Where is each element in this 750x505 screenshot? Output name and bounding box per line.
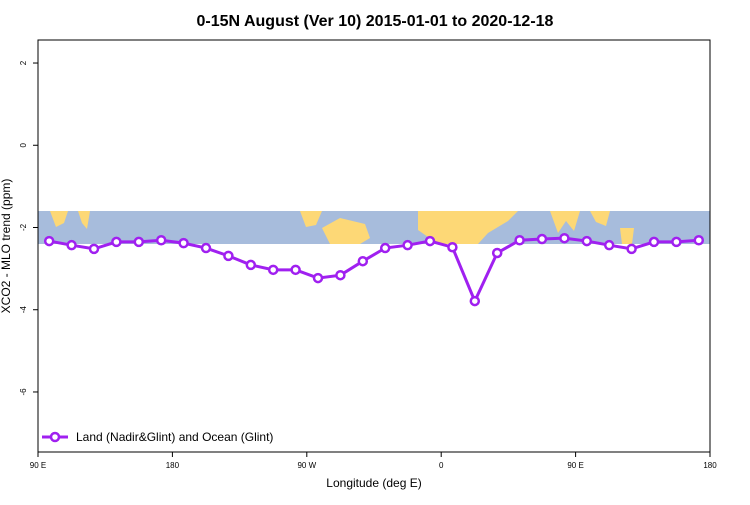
point — [559, 232, 570, 244]
point — [245, 259, 257, 271]
point — [357, 255, 369, 267]
x-axis-label: Longitude (deg E) — [326, 476, 421, 490]
point — [290, 264, 301, 276]
y-tick-label: -2 — [19, 223, 28, 231]
point — [223, 250, 234, 262]
point — [133, 236, 145, 248]
y-tick-label: 0 — [19, 142, 28, 147]
legend-label: Land (Nadir&Glint) and Ocean (Glint) — [76, 430, 273, 444]
point — [66, 239, 77, 251]
y-tick-label: 2 — [19, 60, 28, 65]
series-line — [48, 236, 699, 305]
y-tick-label: -6 — [19, 388, 28, 396]
land — [418, 211, 518, 244]
point — [447, 241, 458, 253]
legend-marker — [49, 431, 61, 443]
legend: Land (Nadir&Glint) and Ocean (Glint) — [42, 430, 273, 444]
land — [550, 211, 634, 244]
point — [155, 234, 167, 246]
y-tick-label: -4 — [19, 306, 28, 314]
land — [300, 211, 370, 244]
land — [50, 211, 90, 229]
point — [379, 242, 391, 254]
point — [200, 242, 212, 254]
point — [111, 236, 122, 248]
point — [424, 235, 436, 247]
point — [514, 234, 525, 246]
x-tick-label: 90 E — [30, 461, 46, 470]
point — [469, 295, 481, 307]
point — [491, 247, 503, 259]
point — [335, 269, 346, 281]
chart-title: 0-15N August (Ver 10) 2015-01-01 to 2020… — [197, 13, 554, 30]
point — [693, 234, 705, 246]
point — [536, 233, 548, 245]
point — [626, 243, 637, 255]
point — [43, 235, 55, 247]
x-tick-label: 0 — [439, 461, 444, 470]
x-tick-label: 180 — [703, 461, 717, 470]
point — [648, 236, 660, 248]
plot-frame — [37, 39, 711, 453]
x-tick-label: 90 W — [297, 461, 316, 470]
point — [581, 235, 593, 247]
point — [178, 237, 189, 249]
y-axis-label: XCO2 - MLO trend (ppm) — [0, 179, 13, 314]
map-band — [38, 211, 710, 244]
point — [603, 239, 615, 251]
point — [671, 236, 682, 248]
point — [402, 239, 413, 251]
x-tick-label: 90 E — [567, 461, 583, 470]
point — [267, 264, 279, 276]
point — [312, 272, 324, 284]
x-tick-label: 180 — [166, 461, 180, 470]
point — [88, 243, 100, 255]
